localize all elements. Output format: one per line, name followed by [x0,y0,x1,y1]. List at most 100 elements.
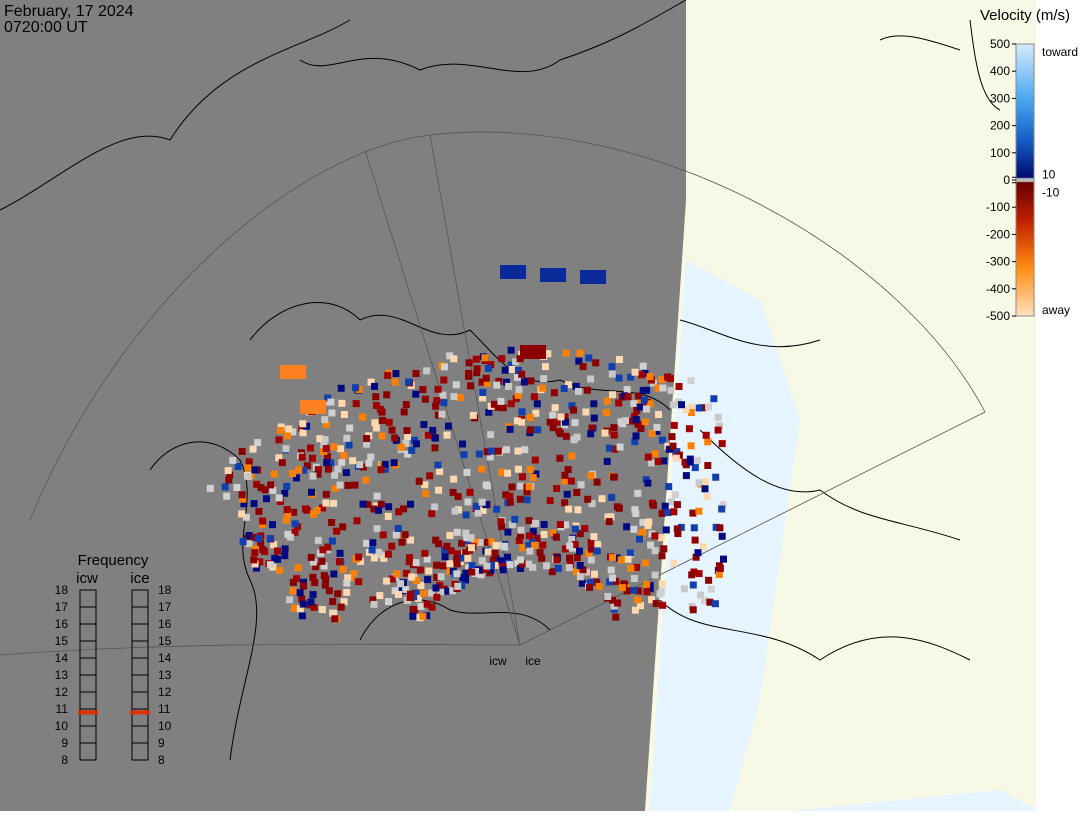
radar-cell [328,409,336,417]
radar-cell [590,533,598,541]
radar-cell [460,451,468,459]
radar-cell [609,596,616,604]
radar-cell [556,521,564,528]
radar-cell [632,416,640,424]
radar-cell [526,547,534,555]
radar-cell [289,428,297,436]
radar-cells [206,265,727,623]
radar-cell [468,562,476,570]
radar-cell [623,523,631,531]
radar-cell [612,613,620,621]
radar-cell [300,582,307,590]
radar-cell [350,570,358,578]
radar-cell [275,454,283,462]
radar-cell [583,568,591,576]
radar-cell [651,571,659,579]
radar-cell [442,587,450,595]
radar-cell [330,570,338,578]
radar-cell [393,570,401,578]
radar-cell [327,459,335,467]
radar-cell [605,518,613,526]
radar-cell [704,438,712,446]
radar-cell [532,519,539,527]
radar-cell [360,463,367,471]
radar-cell [443,542,451,550]
radar-cell [282,516,290,524]
radar-cell [653,423,661,431]
radar-cell [520,378,528,386]
radar-cell [668,498,676,506]
radar-cell [335,558,343,566]
radar-cell [314,536,322,544]
radar-cell [367,453,375,461]
radar-cell [493,381,501,389]
frequency-tick-label: 8 [61,753,68,767]
radar-cell [362,476,370,484]
frequency-tick-label: 17 [55,600,69,614]
radar-cell [631,368,639,376]
radar-cell [439,391,447,399]
radar-cell [658,580,666,588]
radar-cell [598,495,606,503]
radar-cell [409,606,417,613]
radar-cell [422,490,429,498]
radar-cell [499,404,507,412]
radar-cell [532,409,540,417]
radar-cell [314,470,322,478]
radar-cell [705,576,713,584]
radar-cell [276,566,284,574]
radar-cell [506,492,514,500]
radar-cell [383,391,391,399]
radar-cell [530,393,538,401]
frequency-tick-label: 14 [55,651,69,665]
radar-cell [224,467,232,475]
radar-cell [501,366,509,374]
radar-cell [495,377,503,385]
radar-cell [656,590,664,598]
radar-cell [572,525,579,533]
coastlines [0,0,1001,761]
radar-cell [644,453,652,461]
radar-cell [463,468,471,476]
radar-cell [562,521,570,529]
radar-cell [614,599,622,607]
radar-cell [384,372,392,379]
radar-cell [344,481,352,489]
radar-cell [438,410,446,418]
radar-cell [303,462,311,470]
radar-cell [298,612,306,620]
radar-cell [546,418,554,426]
radar-cell [475,450,483,458]
radar-cell [478,378,486,386]
legend-panel [1036,0,1083,811]
radar-cell [631,506,639,514]
radar-cell [642,405,650,413]
radar-cell [447,547,455,555]
radar-cell [441,546,449,554]
colorbar-tick-label: -100 [986,200,1010,214]
radar-cell [565,381,572,389]
radar-cell [436,581,444,589]
radar-cell [603,397,611,405]
radar-cell [540,268,566,282]
radar-cell [330,610,338,618]
radar-cell [590,400,598,408]
frequency-tick-label: 9 [61,736,68,750]
radar-cell [328,537,336,545]
radar-cell [333,527,341,535]
radar-cell [293,575,301,583]
radar-cell [334,465,342,473]
radar-cell [527,377,535,385]
radar-cell [339,565,347,573]
radar-cell [712,473,720,481]
radar-cell [229,456,237,464]
radar-cell [644,522,652,529]
radar-cell [498,557,506,565]
radar-cell [703,493,711,501]
radar-cell [690,524,698,532]
radar-cell [450,393,458,401]
radar-cell [579,363,587,371]
radar-cell [687,442,695,450]
radar-cell [671,491,679,499]
radar-cell [719,501,727,509]
